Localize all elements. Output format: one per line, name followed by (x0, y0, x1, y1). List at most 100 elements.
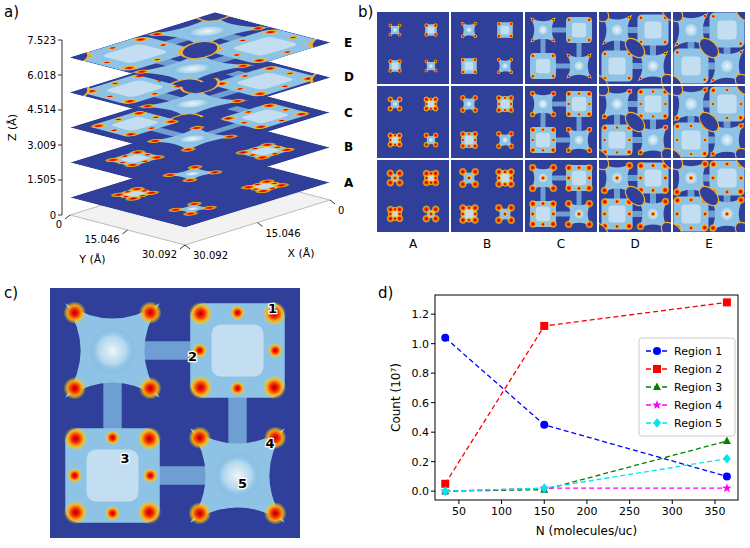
heatmap-hotspot (428, 180, 434, 186)
heatmap-hotspot (458, 180, 467, 189)
heatmap-hotspot (509, 34, 514, 39)
heatmap-region (566, 127, 592, 153)
heatmap-hole (658, 71, 671, 84)
heatmap-hotspot (460, 70, 465, 75)
heatmap-hotspot (460, 95, 466, 101)
heatmap-hotspot (700, 223, 708, 231)
layer-label: B (344, 140, 353, 154)
heatmap-hotspot (459, 204, 467, 212)
heatmap-hotspot (688, 175, 694, 181)
heatmap-hotspot (550, 147, 557, 154)
heatmap-hotspot (496, 21, 501, 26)
heatmap-hotspot (203, 169, 226, 176)
heatmap-hotspot (105, 46, 121, 51)
heatmap-region (718, 205, 735, 222)
heatmap-region (601, 198, 632, 229)
heatmap-region (608, 131, 625, 148)
x-tick-label: 100 (491, 505, 512, 518)
heatmap-hole (70, 48, 92, 67)
heatmap-hole (732, 12, 745, 25)
heatmap-hotspot (398, 33, 402, 37)
y-tick-label: 15.046 (85, 234, 120, 245)
heatmap-background (50, 288, 300, 538)
heatmap-hotspot (551, 138, 555, 142)
heatmap-hotspot (423, 141, 429, 147)
heatmap-hotspot (507, 168, 515, 176)
legend-box (639, 338, 735, 436)
heatmap-hotspot (158, 172, 181, 179)
heatmap-hotspot (282, 71, 298, 76)
heatmap-hotspot (508, 143, 514, 149)
heatmap-region (536, 207, 550, 221)
heatmap-hotspot (216, 115, 240, 122)
y-tick-label: 1.0 (412, 338, 430, 351)
heatmap-hotspot (689, 152, 693, 156)
heatmap-hotspot (496, 131, 502, 137)
heatmap-hotspot (105, 506, 120, 521)
heatmap-hotspot (585, 164, 593, 172)
heatmap-hotspot (137, 159, 153, 164)
heatmap-hotspot (258, 65, 282, 72)
region-label: 5 (238, 476, 247, 491)
z-tick-label: 3.009 (27, 140, 56, 151)
heatmap-hotspot (428, 170, 434, 176)
y-tick (431, 432, 435, 433)
y-tick-label: 0 (56, 219, 62, 230)
heatmap-region (710, 87, 745, 122)
heatmap-hotspot (725, 116, 729, 120)
heatmap-hotspot (710, 151, 716, 157)
heatmap-region (182, 206, 203, 212)
heatmap-region (89, 327, 136, 374)
heatmap-hotspot (188, 502, 211, 524)
heatmap-region (465, 174, 473, 182)
heatmap-hotspot (111, 117, 127, 122)
heatmap-region (501, 174, 510, 183)
heatmap-hotspot (602, 211, 608, 217)
heatmap-hotspot (424, 23, 429, 28)
heatmap-hotspot (423, 96, 430, 103)
heatmap-hotspot (86, 122, 110, 129)
heatmap-region (536, 59, 550, 73)
heatmap-hole (732, 145, 745, 158)
heatmap-background (451, 12, 523, 84)
data-point (722, 483, 732, 492)
heatmap-hotspot (688, 225, 694, 231)
heatmap-hotspot (530, 17, 534, 21)
legend-label: Region 2 (674, 363, 722, 376)
heatmap-region (530, 91, 556, 117)
heatmap-region (637, 14, 668, 45)
heatmap-hole (696, 183, 722, 209)
y-tick-label: 0.2 (412, 456, 430, 469)
heatmap-hotspot (423, 175, 429, 181)
heatmap-hotspot (278, 108, 294, 113)
heatmap-hole (658, 12, 671, 25)
heatmap-hotspot (392, 216, 398, 222)
heatmap-hotspot (529, 220, 537, 228)
heatmap-hotspot (738, 175, 744, 181)
x-axis-title: X (Å) (288, 247, 315, 260)
heatmap-region (674, 49, 709, 84)
heatmap-hole (599, 219, 612, 232)
heatmap-region (87, 450, 139, 502)
y-tick-label: 1.2 (412, 308, 430, 321)
density-map (451, 160, 523, 232)
series-line (445, 459, 727, 491)
heatmap-region (566, 53, 592, 79)
heatmap-hotspot (725, 88, 729, 92)
heatmap-hole (599, 145, 612, 158)
heatmap-hotspot (136, 103, 159, 110)
series-line (445, 302, 727, 483)
heatmap-hotspot (637, 88, 644, 95)
heatmap-background (451, 160, 523, 232)
density-map (451, 86, 523, 158)
x-tick (586, 500, 587, 504)
heatmap-background (525, 86, 597, 158)
z-axis-title: Z (Å) (6, 114, 19, 141)
heatmap-hotspot (675, 138, 679, 142)
region-label: 2 (188, 349, 197, 364)
heatmap-region (392, 27, 398, 33)
heatmap-hotspot (587, 53, 591, 57)
heatmap-hotspot (218, 133, 241, 140)
heatmap-hotspot (530, 38, 534, 42)
layer-label: D (344, 70, 354, 84)
